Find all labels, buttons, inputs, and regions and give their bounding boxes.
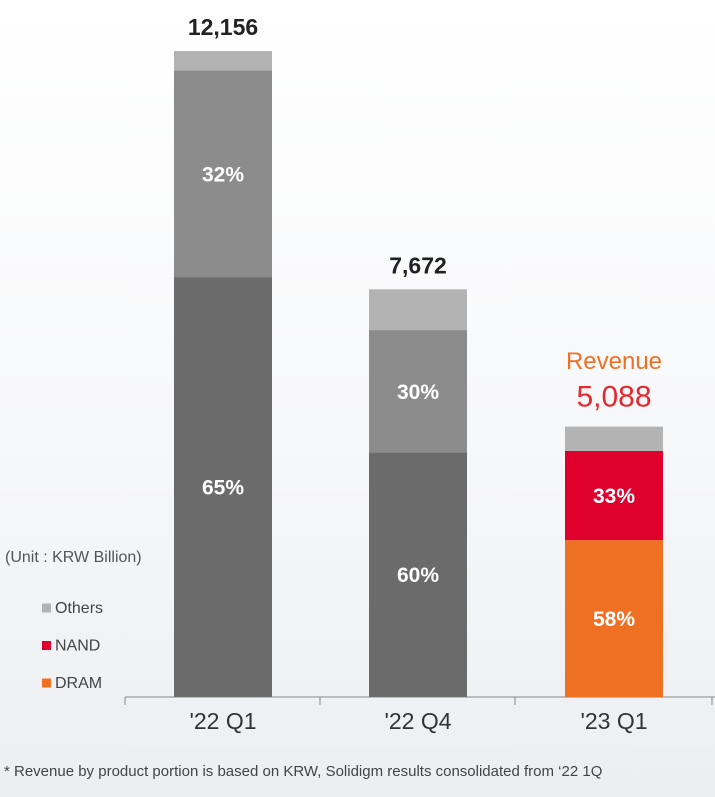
legend-swatch [42, 603, 51, 613]
bar-segment [174, 277, 272, 697]
bar-segment [565, 426, 663, 451]
bar-segment [174, 51, 272, 71]
x-tick-label: '23 Q1 [580, 708, 647, 734]
bar-segment [369, 289, 467, 331]
x-tick-label: '22 Q4 [384, 708, 451, 734]
annotation: Revenue [566, 348, 662, 375]
total-label: 12,156 [188, 14, 258, 40]
data-label: 32% [202, 163, 244, 186]
bar-segment [174, 70, 272, 278]
data-label: 33% [593, 485, 635, 508]
unit-label: (Unit : KRW Billion) [5, 549, 142, 566]
total-label: 7,672 [389, 252, 447, 278]
bar-segment [565, 540, 663, 697]
bar-segment [565, 450, 663, 541]
x-tick-label: '22 Q1 [189, 708, 256, 734]
data-label: 60% [397, 564, 439, 587]
legend-label: Others [55, 600, 103, 617]
legend-swatch [42, 641, 51, 650]
legend-swatch [42, 678, 51, 688]
bar-segment [369, 452, 467, 697]
data-label: 58% [593, 608, 635, 631]
data-label: 65% [202, 477, 244, 500]
data-label: 30% [397, 381, 439, 404]
legend-label: DRAM [55, 675, 102, 692]
legend-label: NAND [55, 638, 100, 655]
total-label: 5,088 [576, 381, 651, 414]
bar-segment [369, 330, 467, 453]
footnote: * Revenue by product portion is based on… [4, 763, 602, 780]
